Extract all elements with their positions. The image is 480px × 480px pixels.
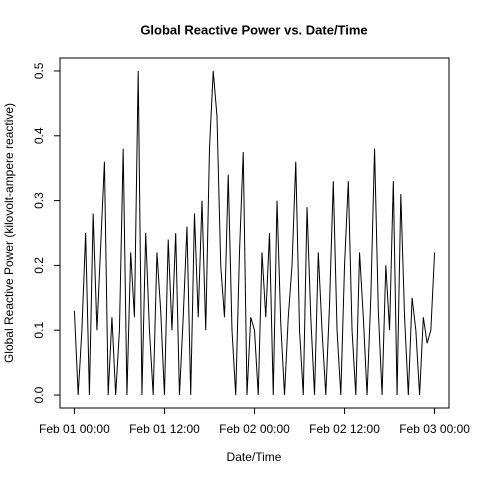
y-tick-label: 0.2 (32, 257, 46, 274)
x-axis-label: Date/Time (227, 450, 282, 464)
y-tick-label: 0.4 (32, 127, 46, 144)
chart-title: Global Reactive Power vs. Date/Time (140, 22, 367, 37)
data-line (73, 70, 436, 396)
x-tick-label: Feb 03 00:00 (399, 422, 470, 436)
y-tick-label: 0.5 (32, 62, 46, 79)
y-tick-label: 0.0 (32, 386, 46, 403)
x-tick-label: Feb 02 12:00 (309, 422, 380, 436)
y-axis-label: Global Reactive Power (kilovolt-ampere r… (2, 103, 16, 363)
y-tick-label: 0.1 (32, 322, 46, 339)
x-tick-label: Feb 01 00:00 (39, 422, 110, 436)
y-tick-label: 0.3 (32, 192, 46, 209)
x-tick-label: Feb 01 12:00 (129, 422, 200, 436)
x-tick-label: Feb 02 00:00 (219, 422, 290, 436)
